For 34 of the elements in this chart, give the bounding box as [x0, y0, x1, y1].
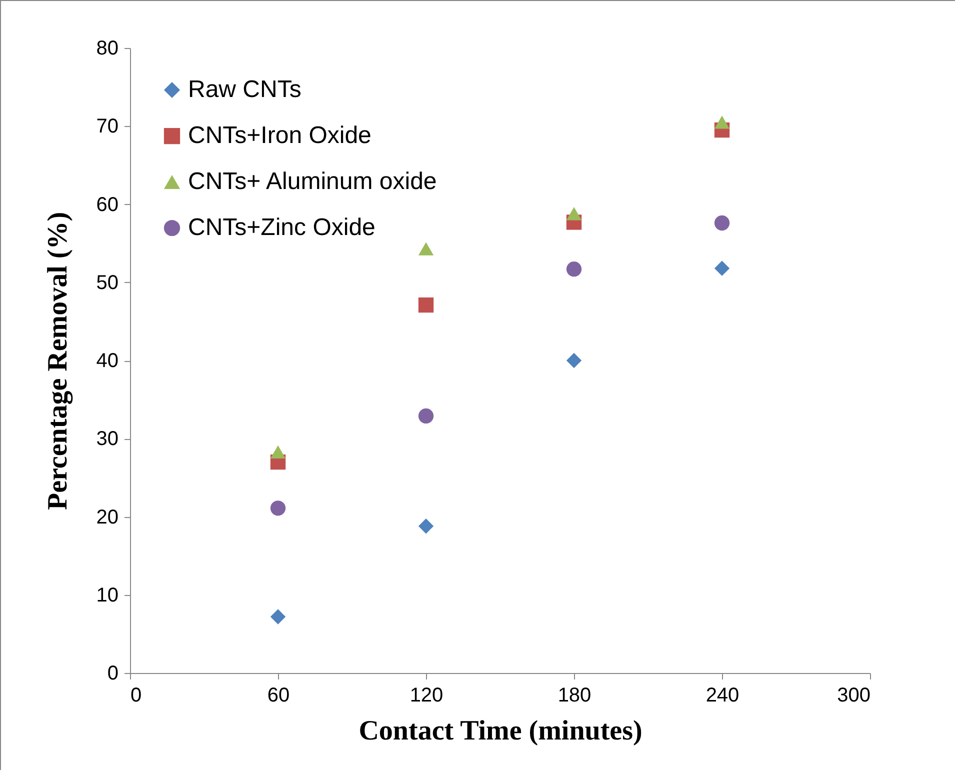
- x-tick-label: 0: [130, 684, 142, 706]
- legend-label: CNTs+Iron Oxide: [188, 122, 372, 149]
- y-tick-label: 70: [96, 116, 118, 138]
- y-tick-label: 30: [96, 428, 118, 450]
- y-tick-label: 10: [96, 584, 118, 606]
- point: [714, 260, 730, 276]
- point: [566, 262, 582, 277]
- y-tick-label: 80: [96, 38, 118, 60]
- y-tick-label: 20: [96, 506, 118, 528]
- y-tick-label: 40: [96, 350, 118, 372]
- point: [714, 215, 730, 231]
- x-tick-label: 60: [267, 684, 290, 706]
- x-tick-label: 120: [410, 684, 444, 706]
- point: [270, 500, 286, 516]
- x-tick-label: 300: [837, 684, 870, 706]
- point: [418, 518, 434, 534]
- x-tick-label: 240: [706, 684, 740, 706]
- y-tick-label: 0: [107, 662, 118, 684]
- point: [418, 408, 434, 424]
- point: [418, 242, 434, 256]
- point: [714, 116, 730, 129]
- legend-label: Raw CNTs: [188, 76, 302, 103]
- x-tick-label: 180: [558, 684, 592, 706]
- point: [270, 445, 286, 458]
- y-axis-title: Percentage Removal (%): [42, 212, 74, 510]
- point: [418, 297, 434, 313]
- x-axis-title: Contact Time (minutes): [358, 716, 642, 746]
- point: [270, 609, 286, 624]
- legend-label: CNTs+ Aluminum oxide: [188, 168, 437, 195]
- y-tick-label: 50: [96, 272, 118, 294]
- point: [566, 352, 582, 368]
- y-tick-label: 60: [96, 194, 118, 216]
- legend-label: CNTs+Zinc Oxide: [188, 214, 376, 241]
- point: [566, 207, 582, 220]
